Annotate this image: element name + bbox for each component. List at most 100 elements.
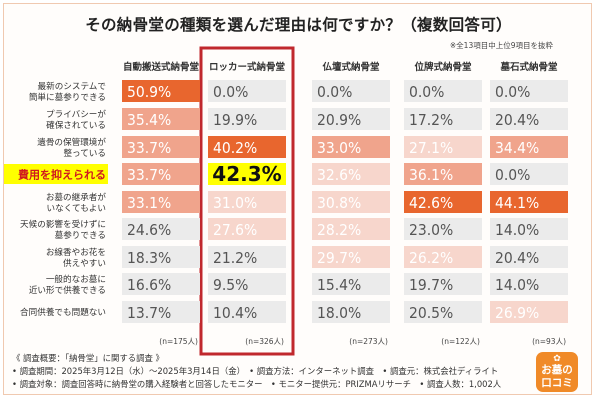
survey-line-2: • 調査対象：調査回答時に納骨堂の購入経験者と回答したモニター • モニター提供… — [12, 379, 502, 389]
value-label: 19.7% — [409, 276, 453, 294]
value-cell — [122, 218, 200, 240]
highlight-frame — [199, 46, 295, 356]
value-cell — [312, 80, 390, 102]
value-cell — [122, 246, 200, 268]
logo-line-1: お墓の — [541, 364, 573, 376]
value-label: 0.0% — [495, 83, 530, 101]
row-label: 簡単に墓参りできる — [29, 91, 106, 103]
survey-summary: 《 調査概要：「納骨堂」に関する調査 》 • 調査期間：2025年3月12日（水… — [12, 352, 501, 391]
value-label: 42.6% — [409, 194, 453, 212]
value-label: 0.0% — [213, 83, 248, 101]
row-label: 近い形で供養できる — [29, 284, 106, 296]
value-cell — [490, 273, 568, 295]
value-label: 26.2% — [409, 249, 453, 267]
value-label: 50.9% — [127, 83, 171, 101]
value-cell — [208, 218, 286, 240]
value-cell — [312, 191, 390, 213]
value-label: 14.0% — [495, 276, 539, 294]
value-cell — [312, 136, 390, 158]
value-label: 30.8% — [317, 194, 361, 212]
value-label: 0.0% — [495, 166, 530, 184]
value-cell — [404, 218, 482, 240]
highlight-label-bg — [4, 164, 108, 184]
row-label: いなくてもよい — [47, 203, 106, 214]
value-label: 20.4% — [495, 111, 539, 129]
value-label: 24.6% — [127, 221, 171, 239]
value-cell — [490, 136, 568, 158]
value-label: 27.6% — [213, 221, 257, 239]
column-header: 自動搬送式納骨堂 — [123, 61, 200, 73]
value-cell — [404, 80, 482, 102]
value-label: 27.1% — [409, 139, 453, 157]
sample-size: (n=175人) — [159, 337, 198, 346]
value-label: 0.0% — [409, 83, 444, 101]
value-cell — [312, 108, 390, 130]
sample-size: (n=273人) — [349, 337, 388, 346]
value-cell — [490, 80, 568, 102]
value-label: 26.9% — [495, 304, 539, 322]
value-label: 20.5% — [409, 304, 453, 322]
value-label: 14.0% — [495, 221, 539, 239]
row-label: 合同供養でも問題ない — [20, 306, 106, 318]
value-label: 29.7% — [317, 249, 361, 267]
value-cell — [490, 218, 568, 240]
value-cell — [122, 108, 200, 130]
sample-size: (n=326人) — [245, 337, 284, 346]
row-label: 供えやすい — [63, 257, 106, 269]
column-header: 位牌式納骨堂 — [414, 61, 472, 73]
value-label: 21.2% — [213, 249, 257, 267]
value-cell — [122, 163, 200, 185]
value-label: 33.0% — [317, 139, 361, 157]
value-label: 33.7% — [127, 166, 171, 184]
value-label: 44.1% — [495, 194, 539, 212]
row-label: お線香やお花を — [46, 246, 106, 258]
value-label: 10.4% — [213, 304, 257, 322]
value-cell — [312, 163, 390, 185]
ribbon-icon: ✿ — [553, 354, 561, 364]
brand-logo: ✿ お墓の 口コミ — [536, 352, 578, 392]
value-label: 13.7% — [127, 304, 171, 322]
value-cell — [404, 191, 482, 213]
row-label: 遺骨の保管環境が — [37, 136, 106, 148]
row-label: プライバシーが — [46, 108, 106, 120]
row-label: 費用を抑えられる — [17, 168, 106, 182]
value-cell — [122, 301, 200, 323]
value-cell — [122, 273, 200, 295]
value-cell — [122, 191, 200, 213]
value-cell — [490, 163, 568, 185]
value-label: 20.9% — [317, 111, 361, 129]
value-cell — [208, 136, 286, 158]
value-cell — [208, 246, 286, 268]
column-header: ロッカー式納骨堂 — [209, 61, 286, 73]
value-cell — [312, 218, 390, 240]
value-cell — [490, 191, 568, 213]
value-label: 32.6% — [317, 166, 361, 184]
value-cell — [312, 301, 390, 323]
value-label: 15.4% — [317, 276, 361, 294]
value-label: 33.7% — [127, 139, 171, 157]
value-cell — [404, 136, 482, 158]
value-label: 31.0% — [213, 194, 257, 212]
value-cell — [312, 273, 390, 295]
value-cell — [122, 136, 200, 158]
value-cell — [404, 163, 482, 185]
row-label: 一般的なお墓に — [46, 273, 106, 285]
sample-size: (n=122人) — [441, 337, 480, 346]
value-label: 28.2% — [317, 221, 361, 239]
value-cell — [404, 301, 482, 323]
value-label: 18.0% — [317, 304, 361, 322]
value-label: 0.0% — [317, 83, 352, 101]
chart-note: ※全13項目中上位9項目を抜粋 — [449, 41, 553, 50]
logo-line-2: 口コミ — [541, 377, 573, 389]
value-label: 20.4% — [495, 249, 539, 267]
value-cell — [208, 301, 286, 323]
row-label: 確保されている — [46, 119, 106, 131]
value-cell — [490, 246, 568, 268]
row-label: 天候の影響を受けずに — [20, 218, 106, 230]
value-cell — [404, 246, 482, 268]
value-label: 34.4% — [495, 139, 539, 157]
column-header: 墓石式納骨堂 — [499, 61, 558, 73]
value-label: 36.1% — [409, 166, 453, 184]
value-cell — [208, 108, 286, 130]
highlight-cell — [208, 163, 286, 185]
